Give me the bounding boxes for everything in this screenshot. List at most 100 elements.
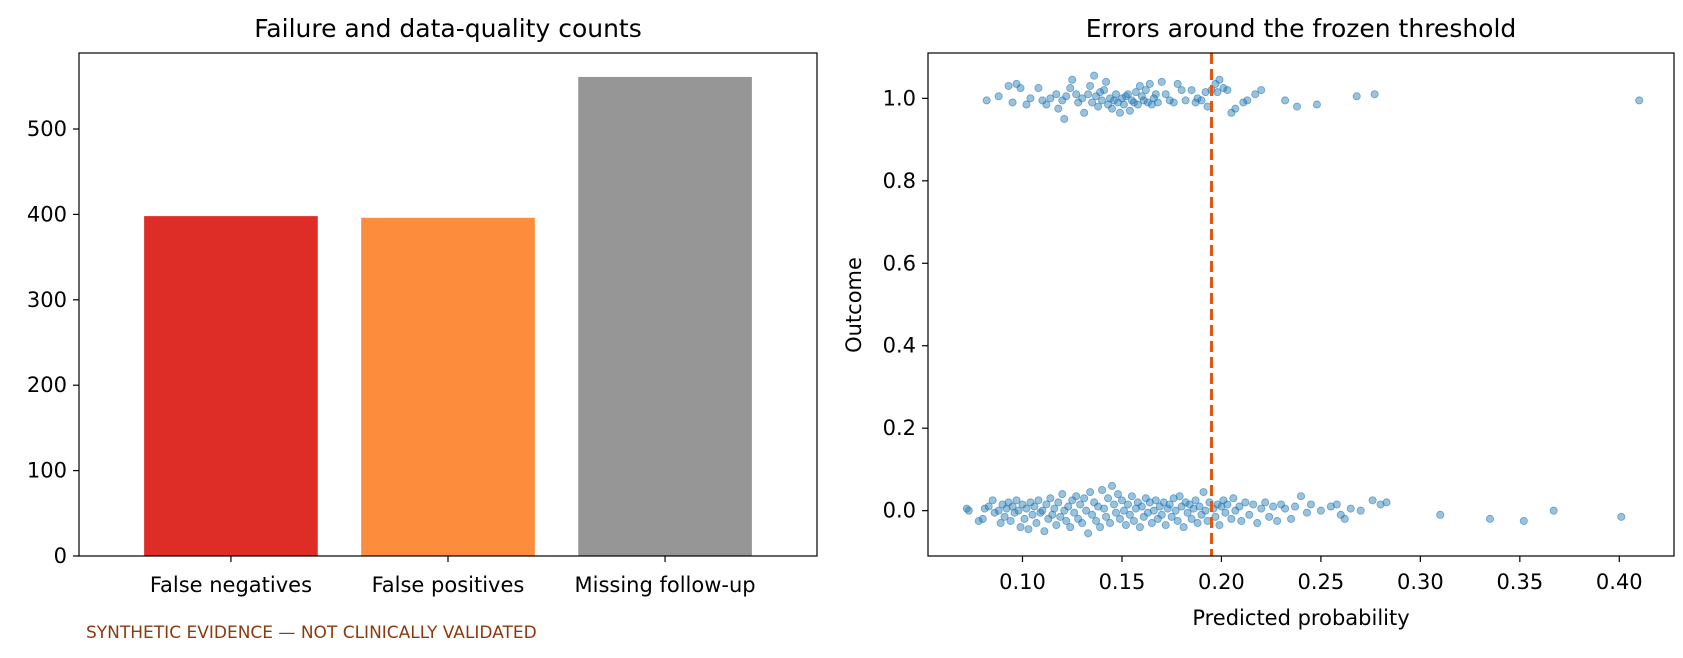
scatter-point-outcome-0 [1094, 502, 1103, 511]
scatter-point-outcome-0 [1368, 496, 1377, 505]
scatter-point-outcome-1 [1115, 108, 1124, 117]
scatter-point-outcome-0 [1297, 492, 1306, 501]
scatter-point-outcome-1 [1123, 90, 1132, 99]
scatter-point-outcome-0 [1235, 502, 1244, 511]
scatter-point-outcome-1 [1161, 90, 1170, 99]
scatter-point-outcome-0 [1229, 494, 1238, 503]
scatter-point-outcome-0 [1066, 523, 1075, 532]
scatter-point-outcome-1 [1066, 84, 1075, 93]
scatter-point-outcome-0 [1201, 506, 1210, 515]
scatter-point-outcome-1 [1213, 88, 1222, 97]
scatter-point-outcome-1 [1177, 86, 1186, 95]
scatter-point-outcome-0 [990, 508, 999, 517]
scatter-point-outcome-1 [1165, 96, 1174, 105]
scatter-point-outcome-0 [1064, 502, 1073, 511]
scatter-point-outcome-0 [1068, 496, 1077, 505]
scatter-point-outcome-0 [1096, 523, 1105, 532]
scatter-x-tick-label: 0.20 [1198, 570, 1245, 594]
scatter-point-outcome-0 [1161, 521, 1170, 530]
bar-y-tick-label: 500 [27, 117, 67, 141]
scatter-point-outcome-1 [1060, 114, 1069, 123]
bar-false-positives [361, 217, 535, 556]
scatter-point-outcome-0 [1102, 512, 1111, 521]
scatter-point-outcome-0 [1139, 512, 1148, 521]
scatter-point-outcome-1 [1197, 96, 1206, 105]
scatter-chart-frame [927, 52, 1675, 557]
scatter-point-outcome-1 [1084, 90, 1093, 99]
scatter-point-outcome-1 [1169, 98, 1178, 107]
scatter-point-outcome-1 [1125, 106, 1134, 115]
scatter-point-outcome-1 [1131, 88, 1140, 97]
scatter-point-outcome-0 [1165, 500, 1174, 509]
bar-y-tick-label: 0 [54, 544, 67, 568]
scatter-point-outcome-0 [1436, 510, 1445, 519]
scatter-point-outcome-0 [1113, 490, 1122, 499]
scatter-point-outcome-0 [1111, 508, 1120, 517]
scatter-point-outcome-0 [1183, 508, 1192, 517]
scatter-point-outcome-0 [1110, 500, 1119, 509]
scatter-point-outcome-0 [1326, 502, 1335, 511]
scatter-point-outcome-1 [1038, 96, 1047, 105]
scatter-point-outcome-0 [1121, 521, 1130, 530]
bar-chart-title: Failure and data-quality counts [254, 14, 642, 43]
scatter-point-outcome-0 [1287, 514, 1296, 523]
scatter-point-outcome-1 [1193, 94, 1202, 103]
bar-x-tick-label: Missing follow-up [574, 573, 755, 597]
scatter-point-outcome-0 [1237, 516, 1246, 525]
scatter-point-outcome-0 [1010, 508, 1019, 517]
scatter-point-outcome-0 [1020, 514, 1029, 523]
scatter-point-outcome-0 [1137, 502, 1146, 511]
scatter-point-outcome-0 [1008, 502, 1017, 511]
scatter-point-outcome-1 [1094, 102, 1103, 111]
scatter-point-outcome-0 [1048, 510, 1057, 519]
scatter-point-outcome-0 [1024, 525, 1033, 534]
scatter-point-outcome-1 [994, 92, 1003, 101]
scatter-point-outcome-0 [1062, 516, 1071, 525]
scatter-point-outcome-1 [1034, 84, 1043, 93]
scatter-point-outcome-1 [1054, 104, 1063, 113]
scatter-point-outcome-1 [1635, 96, 1644, 105]
scatter-point-outcome-0 [1211, 512, 1220, 521]
scatter-point-outcome-0 [1070, 508, 1079, 517]
scatter-point-outcome-0 [1046, 494, 1055, 503]
scatter-point-outcome-1 [1243, 96, 1252, 105]
scatter-point-outcome-0 [964, 506, 973, 515]
scatter-point-outcome-0 [1171, 506, 1180, 515]
scatter-point-outcome-1 [1139, 96, 1148, 105]
scatter-x-tick-label: 0.40 [1596, 570, 1643, 594]
scatter-point-outcome-0 [1179, 523, 1188, 532]
scatter-point-outcome-0 [1356, 506, 1365, 515]
scatter-point-outcome-1 [1211, 79, 1220, 88]
scatter-point-outcome-1 [1080, 108, 1089, 117]
scatter-point-outcome-1 [1133, 100, 1142, 109]
scatter-y-tick-label: 0.2 [883, 416, 916, 440]
scatter-x-tick-label: 0.35 [1496, 570, 1543, 594]
scatter-point-outcome-1 [1042, 100, 1051, 109]
scatter-point-outcome-0 [1022, 504, 1031, 513]
scatter-point-outcome-1 [1141, 86, 1150, 95]
scatter-point-outcome-0 [1193, 519, 1202, 528]
scatter-point-outcome-0 [1382, 498, 1391, 507]
scatter-point-outcome-0 [1042, 500, 1051, 509]
scatter-point-outcome-0 [1086, 488, 1095, 497]
scatter-point-outcome-0 [1098, 486, 1107, 495]
scatter-point-outcome-1 [1012, 79, 1021, 88]
scatter-point-outcome-1 [1187, 86, 1196, 95]
scatter-point-outcome-1 [1137, 92, 1146, 101]
scatter-x-ticks: 0.10 0.15 0.20 0.25 0.30 0.35 0.40 [999, 556, 1643, 594]
scatter-x-tick-label: 0.15 [1099, 570, 1146, 594]
scatter-point-outcome-0 [1223, 500, 1232, 509]
scatter-point-outcome-0 [1117, 496, 1126, 505]
scatter-point-outcome-0 [1100, 504, 1109, 513]
scatter-point-outcome-0 [1060, 506, 1069, 515]
scatter-point-outcome-1 [1129, 98, 1138, 107]
scatter-point-outcome-0 [1088, 510, 1097, 519]
scatter-point-outcome-0 [1030, 502, 1039, 511]
scatter-point-outcome-0 [1034, 496, 1043, 505]
scatter-point-outcome-0 [1316, 506, 1325, 515]
scatter-point-outcome-0 [1084, 529, 1093, 538]
scatter-point-outcome-0 [1123, 500, 1132, 509]
scatter-point-outcome-1 [1106, 94, 1115, 103]
scatter-y-tick-label: 0.0 [883, 499, 916, 523]
scatter-point-outcome-0 [1050, 504, 1059, 513]
